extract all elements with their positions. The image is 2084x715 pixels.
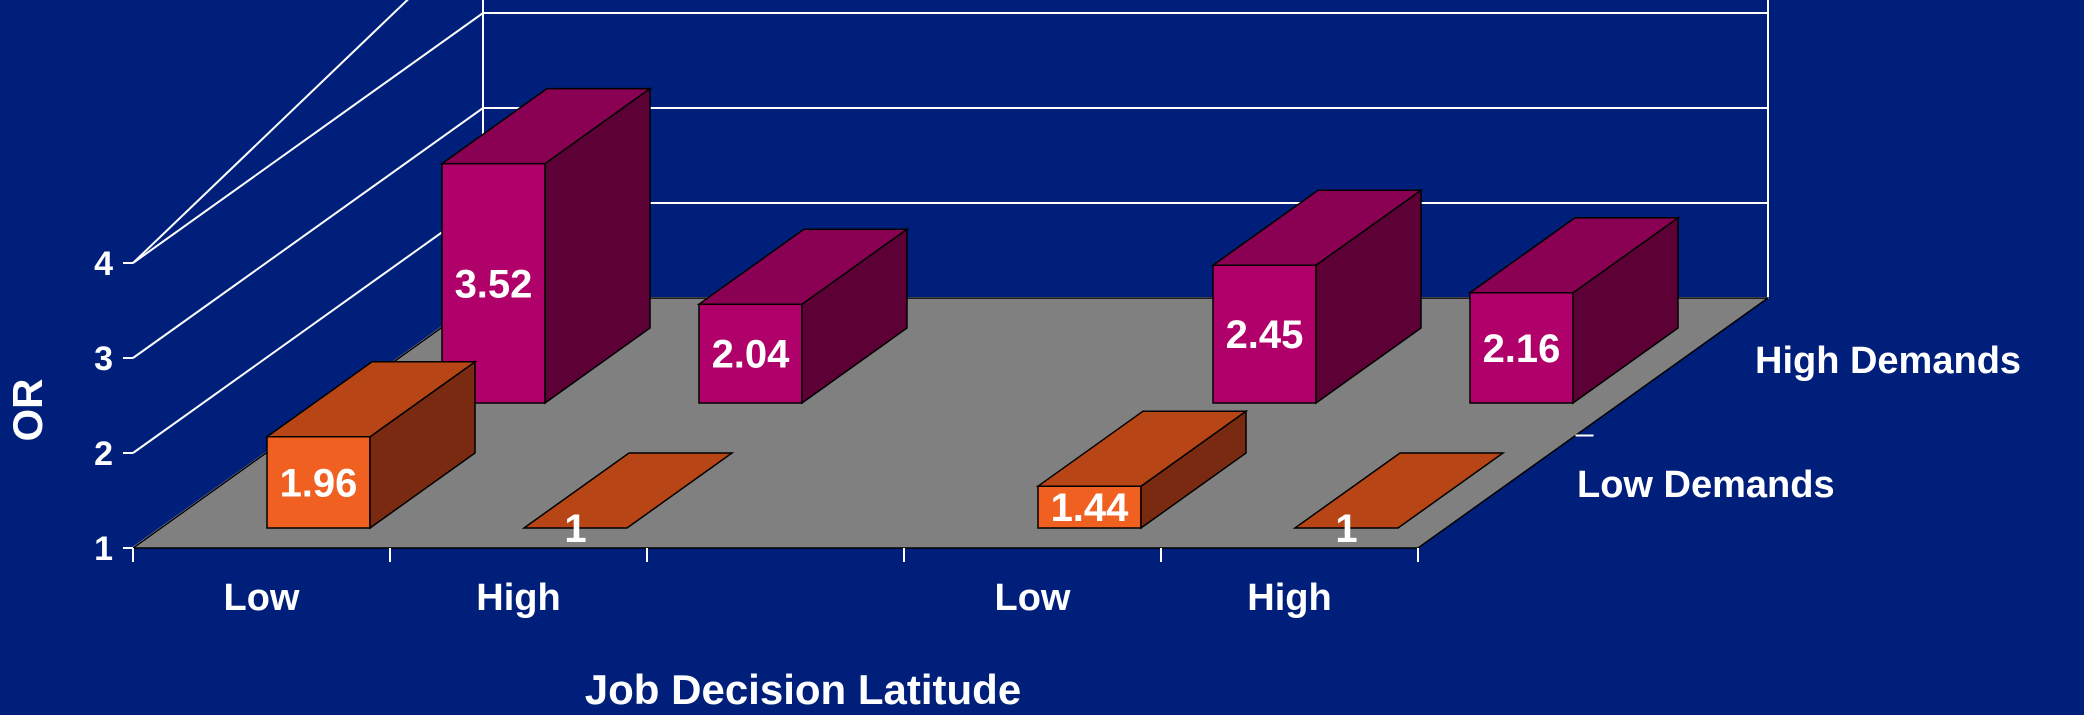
bar-top (1210, 189, 1424, 266)
gridline (132, 12, 1768, 264)
bar: 2.45 (1210, 188, 1424, 405)
data-label: 1.44 (1051, 486, 1130, 530)
bar: 1 (521, 452, 735, 551)
bar-top (696, 228, 910, 305)
gridline (132, 107, 1768, 359)
depth-axis-label: High Demands (1755, 340, 2021, 382)
x-tick-label: Low (224, 577, 300, 619)
bar-top (1035, 410, 1249, 487)
x-tick-label: Low (995, 577, 1071, 619)
bar: 1.44 (1035, 409, 1249, 530)
data-label: 1 (564, 507, 586, 551)
bar: 1.96 (264, 360, 478, 530)
bar-top (264, 361, 478, 438)
data-label: 2.45 (1226, 313, 1304, 357)
bar-top (1467, 217, 1681, 294)
depth-axis-label: Low Demands (1577, 464, 1835, 506)
y-axis-title: OR (4, 379, 51, 442)
x-axis-title: Job Decision Latitude (585, 666, 1021, 710)
chart-bars: 3.52 2.04 2.45 2.16 1.96 1 1.44 1 (264, 87, 1681, 551)
y-tick-label: 1 (94, 530, 113, 568)
data-label: 2.04 (712, 333, 791, 377)
bar: 1 (1292, 452, 1506, 551)
chart-axes: 1 2 3 4 Low High Low High Low Demands High Demand… (94, 245, 2021, 619)
bar: 2.16 (1467, 216, 1681, 405)
y-tick-label: 2 (94, 435, 113, 473)
data-label: 2.16 (1483, 327, 1561, 371)
x-tick-label: High (1247, 577, 1331, 619)
data-label: 3.52 (455, 262, 533, 306)
data-label: 1.96 (280, 461, 358, 505)
y-tick-label: 3 (94, 340, 113, 378)
data-label: 1 (1335, 507, 1357, 551)
bar: 3.52 (439, 87, 653, 405)
bar-top (1292, 452, 1506, 529)
x-tick-label: High (476, 577, 560, 619)
bar-top (439, 87, 653, 165)
bar-top (521, 452, 735, 529)
y-tick-label: 4 (94, 245, 113, 283)
bar: 2.04 (696, 227, 910, 405)
